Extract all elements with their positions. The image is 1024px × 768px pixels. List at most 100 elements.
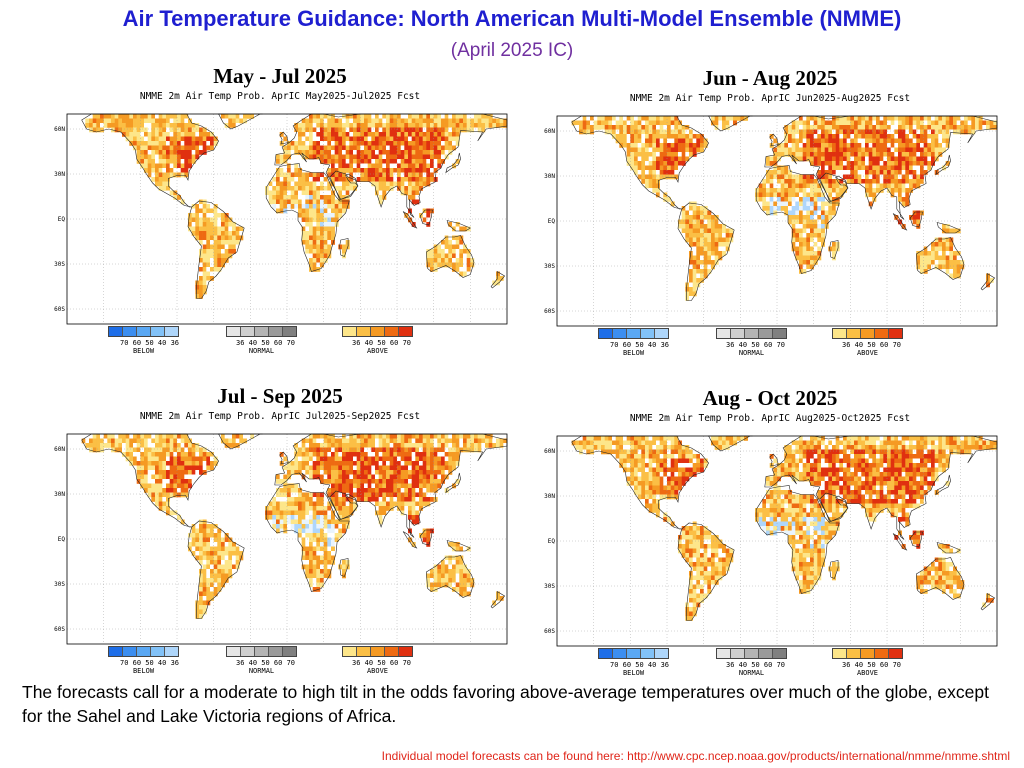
latitude-label: EQ (58, 216, 66, 223)
footer-link-text[interactable]: Individual model forecasts can be found … (381, 749, 1010, 763)
legend-swatch (717, 649, 731, 658)
latitude-label: 30S (544, 263, 555, 270)
latitude-label: 60S (544, 628, 555, 635)
legend-swatch (861, 649, 875, 658)
legend-swatch (269, 647, 283, 656)
legend-ticks: 36 40 50 60 70 (352, 339, 412, 347)
panel-season-title: Jun - Aug 2025 (702, 66, 838, 90)
forecast-panel-3: Jul - Sep 2025 NMME 2m Air Temp Prob. Apr… (50, 384, 510, 684)
legend-below: 70 60 50 40 36 BELOW (598, 328, 670, 357)
legend-swatch (889, 329, 902, 338)
legend-swatch (241, 327, 255, 336)
legend-swatch (151, 647, 165, 656)
legend-ticks: 36 40 50 60 70 (726, 341, 786, 349)
legend-swatch (109, 327, 123, 336)
panel-season-title: May - Jul 2025 (213, 64, 347, 88)
legend-swatch (889, 649, 902, 658)
legend-ticks: 36 40 50 60 70 (352, 659, 412, 667)
legend-swatch (599, 329, 613, 338)
legend-swatch (227, 647, 241, 656)
legend-category: ABOVE (366, 667, 389, 675)
legend-above: 36 40 50 60 70 ABOVE (832, 328, 903, 357)
legend-swatch (283, 647, 296, 656)
legend-swatch (357, 647, 371, 656)
latitude-label: 60S (54, 626, 65, 633)
temperature-probability-map: 60N30NEQ30S60S180150W120W90W60W30W030E60… (54, 433, 508, 645)
legend-swatch (641, 329, 655, 338)
panel-season-title: Aug - Oct 2025 (702, 386, 838, 410)
legend-swatch (255, 647, 269, 656)
forecast-panel-2: Jun - Aug 2025 NMME 2m Air Temp Prob. Apr… (540, 66, 1000, 366)
latitude-label: 60N (54, 126, 65, 133)
legend-swatch (861, 329, 875, 338)
legend-category: BELOW (622, 349, 645, 357)
legend-swatch (759, 329, 773, 338)
temperature-probability-map: 60N30NEQ30S60S180150W120W90W60W30W030E60… (544, 435, 998, 647)
legend-swatch (745, 329, 759, 338)
legend-swatch (343, 327, 357, 336)
legend-swatch (385, 327, 399, 336)
legend-swatch (627, 649, 641, 658)
legend-swatch (343, 647, 357, 656)
legend-swatch (773, 649, 786, 658)
probability-legend: 70 60 50 40 36 BELOW 36 40 50 60 70 NORMAL 3… (540, 648, 1000, 682)
legend-swatch (641, 649, 655, 658)
legend-swatch (151, 327, 165, 336)
legend-category: ABOVE (366, 347, 389, 355)
probability-legend: 70 60 50 40 36 BELOW 36 40 50 60 70 NORMAL 3… (50, 646, 510, 680)
panel-map-header: NMME 2m Air Temp Prob. AprIC Aug2025-Oct… (629, 413, 911, 424)
probability-legend: 70 60 50 40 36 BELOW 36 40 50 60 70 NORMAL 3… (50, 326, 510, 360)
legend-above: 36 40 50 60 70 ABOVE (342, 326, 413, 355)
legend-category: BELOW (132, 347, 155, 355)
latitude-label: 30S (544, 583, 555, 590)
legend-category: BELOW (622, 669, 645, 677)
legend-normal: 36 40 50 60 70 NORMAL (716, 648, 787, 677)
legend-swatch (241, 647, 255, 656)
legend-ticks: 36 40 50 60 70 (236, 659, 296, 667)
legend-swatch (731, 649, 745, 658)
legend-ticks: 70 60 50 40 36 (610, 341, 670, 349)
legend-swatch (847, 649, 861, 658)
legend-swatch (613, 329, 627, 338)
legend-ticks: 70 60 50 40 36 (120, 339, 180, 347)
legend-swatch (371, 647, 385, 656)
panel-season-title: Jul - Sep 2025 (217, 384, 343, 408)
panel-map-header: NMME 2m Air Temp Prob. AprIC Jul2025-Sep… (139, 411, 421, 422)
legend-swatch (627, 329, 641, 338)
legend-ticks: 70 60 50 40 36 (120, 659, 180, 667)
legend-swatch (165, 327, 178, 336)
legend-swatch (123, 647, 137, 656)
latitude-label: 60N (54, 446, 65, 453)
forecast-panel-4: Aug - Oct 2025 NMME 2m Air Temp Prob. Apr… (540, 386, 1000, 686)
legend-below: 70 60 50 40 36 BELOW (108, 646, 180, 675)
legend-category: NORMAL (248, 667, 275, 675)
latitude-label: 30S (54, 261, 65, 268)
latitude-label: 30N (544, 173, 555, 180)
legend-swatch (399, 647, 412, 656)
panel-map-header: NMME 2m Air Temp Prob. AprIC May2025-Jul… (139, 91, 421, 102)
legend-below: 70 60 50 40 36 BELOW (598, 648, 670, 677)
main-title: Air Temperature Guidance: North American… (122, 6, 902, 31)
legend-swatch (773, 329, 786, 338)
latitude-label: 30N (544, 493, 555, 500)
legend-swatch (599, 649, 613, 658)
latitude-label: 30S (54, 581, 65, 588)
legend-swatch (283, 327, 296, 336)
legend-swatch (759, 649, 773, 658)
latitude-label: EQ (548, 218, 556, 225)
legend-ticks: 70 60 50 40 36 (610, 661, 670, 669)
legend-swatch (385, 647, 399, 656)
legend-category: NORMAL (738, 349, 765, 357)
legend-swatch (875, 649, 889, 658)
legend-swatch (833, 329, 847, 338)
legend-swatch (123, 327, 137, 336)
latitude-label: 30N (54, 171, 65, 178)
legend-swatch (655, 649, 668, 658)
legend-ticks: 36 40 50 60 70 (726, 661, 786, 669)
latitude-label: 30N (54, 491, 65, 498)
latitude-label: 60N (544, 128, 555, 135)
legend-category: ABOVE (856, 669, 879, 677)
legend-swatch (227, 327, 241, 336)
legend-swatch (833, 649, 847, 658)
latitude-label: 60N (544, 448, 555, 455)
